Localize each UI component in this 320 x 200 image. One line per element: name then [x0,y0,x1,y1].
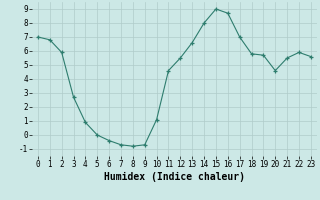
X-axis label: Humidex (Indice chaleur): Humidex (Indice chaleur) [104,172,245,182]
